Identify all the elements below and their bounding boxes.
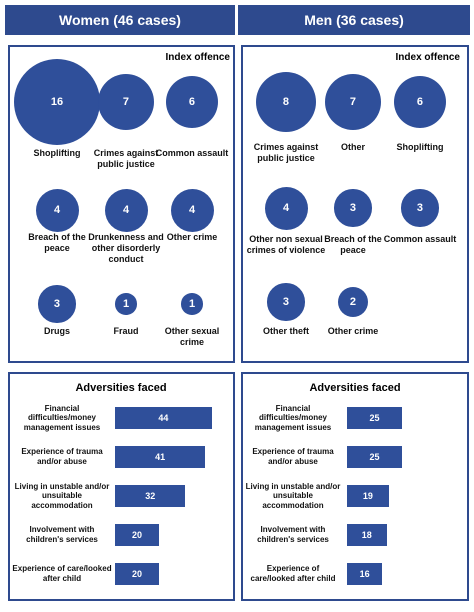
bubble: 7	[97, 73, 155, 131]
category-label: Living in unstable and/or unsuitable acc…	[14, 481, 110, 510]
bar: 16	[347, 563, 383, 585]
bubble: 16	[14, 59, 100, 145]
bar: 25	[347, 407, 402, 429]
bubble: 1	[115, 293, 137, 315]
bubble-label: Crimes against public justice	[93, 148, 159, 169]
bubble: 4	[35, 188, 79, 232]
bubble-label: Common assault	[155, 148, 229, 158]
category-label: Involvement with children's services	[26, 525, 98, 544]
bar: 41	[115, 446, 206, 468]
bubble: 2	[337, 286, 369, 318]
header-men: Men (36 cases)	[238, 5, 470, 35]
bubble-label: Other crime	[327, 326, 379, 336]
bubble: 3	[267, 283, 305, 321]
bubble: 4	[264, 186, 308, 230]
bar: 18	[347, 524, 387, 546]
category-label: Involvement with children's services	[257, 525, 329, 544]
chart-title: Adversities faced	[75, 382, 167, 394]
category-label: Experience of trauma and/or abuse	[21, 447, 103, 466]
bar: 32	[115, 485, 186, 507]
bar: 25	[347, 446, 402, 468]
bubble-label: Drunkenness and other disorderly conduct	[88, 232, 164, 264]
bubble-label: Crimes against public justice	[253, 142, 319, 163]
bubble: 8	[255, 71, 317, 133]
bubble: 7	[324, 73, 382, 131]
bar: 19	[347, 485, 389, 507]
bar: 44	[115, 407, 212, 429]
bubble: 4	[104, 188, 148, 232]
chart-title: Index offence	[395, 52, 460, 63]
bubble-label: Other theft	[263, 326, 309, 336]
bar: 20	[115, 563, 159, 585]
category-label: Experience of care/looked after child	[12, 564, 112, 583]
bubble: 3	[334, 189, 372, 227]
bubble: 3	[38, 285, 76, 323]
bubble: 3	[401, 189, 439, 227]
bubble-label: Breach of the peace	[28, 232, 86, 253]
category-label: Financial difficulties/money management …	[23, 403, 101, 432]
bubble: 4	[170, 188, 214, 232]
bubble-label: Other crime	[166, 232, 218, 242]
bubble-label: Drugs	[43, 326, 70, 336]
bubble-label: Common assault	[383, 234, 457, 244]
bubble-label: Other non sexual crimes of violence	[246, 234, 326, 255]
category-label: Financial difficulties/money management …	[254, 403, 332, 432]
bubble-label: Other	[340, 142, 365, 152]
bubble: 6	[393, 75, 447, 129]
chart-title: Index offence	[165, 52, 230, 63]
bubble: 6	[165, 75, 219, 129]
bubble-label: Breach of the peace	[324, 234, 382, 255]
category-label: Experience of care/looked after child	[250, 564, 336, 583]
bubble-label: Shoplifting	[33, 148, 81, 158]
bubble-label: Shoplifting	[396, 142, 444, 152]
category-label: Experience of trauma and/or abuse	[252, 447, 334, 466]
bubble-label: Other sexual crime	[164, 326, 220, 347]
bar: 20	[115, 524, 159, 546]
chart-title: Adversities faced	[309, 382, 401, 394]
bubble: 1	[181, 293, 203, 315]
header-women: Women (46 cases)	[5, 5, 235, 35]
category-label: Living in unstable and/or unsuitable acc…	[245, 481, 341, 510]
bubble-label: Fraud	[113, 326, 139, 336]
